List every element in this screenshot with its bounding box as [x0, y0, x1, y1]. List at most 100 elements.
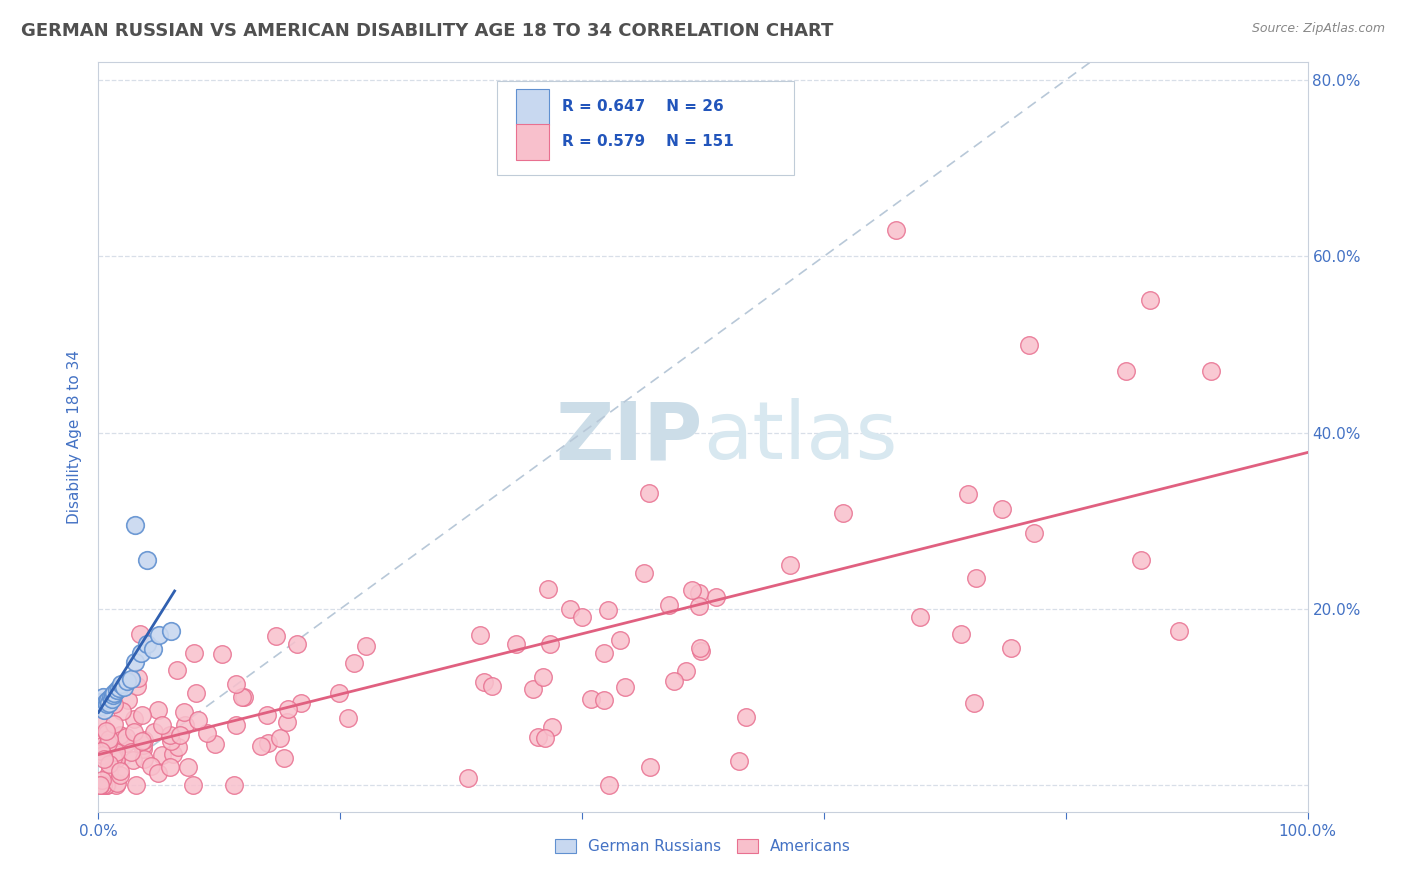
Point: [187, 713, 209, 727]
Point: [115, 731, 138, 745]
Point: [94, 723, 117, 738]
Point: [1115, 364, 1137, 378]
Point: [104, 778, 127, 792]
Point: [146, 766, 169, 780]
Point: [125, 778, 148, 792]
Point: [472, 675, 495, 690]
Point: [908, 610, 931, 624]
Point: [135, 553, 157, 567]
Point: [593, 646, 616, 660]
Point: [167, 740, 190, 755]
Point: [108, 681, 131, 696]
Point: [120, 673, 142, 687]
Point: [162, 747, 184, 761]
Point: [181, 778, 204, 792]
Point: [103, 686, 125, 700]
Point: [159, 733, 181, 747]
Point: [1022, 526, 1045, 541]
Point: [132, 738, 155, 752]
Point: [541, 720, 564, 734]
Point: [104, 747, 127, 761]
Point: [93, 752, 115, 766]
Point: [134, 732, 156, 747]
Point: [125, 679, 148, 693]
Point: [222, 778, 245, 792]
Point: [256, 708, 278, 723]
Point: [956, 487, 979, 501]
Point: [97, 693, 120, 707]
Point: [273, 750, 295, 764]
Point: [343, 657, 366, 671]
Point: [131, 741, 153, 756]
Point: [204, 737, 226, 751]
Point: [735, 710, 758, 724]
Point: [160, 624, 183, 638]
Point: [637, 486, 659, 500]
Point: [658, 598, 681, 612]
Point: [664, 674, 686, 689]
Point: [593, 693, 616, 707]
Bar: [516, 124, 550, 160]
Point: [225, 677, 247, 691]
Point: [276, 714, 298, 729]
Point: [990, 502, 1012, 516]
Point: [159, 760, 181, 774]
Point: [129, 627, 152, 641]
Point: [94, 778, 117, 792]
Point: [150, 747, 173, 762]
Point: [121, 745, 143, 759]
Point: [90, 717, 112, 731]
Point: [100, 690, 122, 705]
Text: R = 0.579    N = 151: R = 0.579 N = 151: [561, 135, 734, 149]
Point: [112, 680, 135, 694]
Point: [231, 690, 253, 704]
Point: [148, 628, 170, 642]
Point: [688, 586, 710, 600]
Point: [257, 736, 280, 750]
Point: [91, 695, 114, 709]
Point: [614, 680, 637, 694]
Point: [949, 627, 972, 641]
Point: [89, 731, 111, 746]
Point: [675, 664, 697, 678]
Point: [537, 582, 560, 597]
Point: [107, 776, 129, 790]
Point: [765, 135, 787, 149]
Point: [91, 748, 114, 763]
Point: [129, 646, 152, 660]
Point: [117, 674, 139, 689]
Point: [91, 698, 114, 713]
Point: [131, 734, 153, 748]
Point: [124, 712, 146, 726]
Text: atlas: atlas: [703, 398, 897, 476]
Point: [91, 772, 114, 787]
Point: [89, 778, 111, 792]
Point: [166, 663, 188, 677]
Point: [96, 776, 118, 790]
Point: [225, 718, 247, 732]
Point: [558, 601, 581, 615]
Point: [98, 731, 121, 746]
Point: [91, 690, 114, 705]
Point: [110, 729, 132, 743]
Point: [195, 726, 218, 740]
Point: [108, 767, 131, 781]
Point: [354, 639, 377, 653]
Point: [531, 670, 554, 684]
Point: [173, 705, 195, 719]
Point: [110, 729, 132, 743]
Point: [104, 752, 127, 766]
Point: [965, 571, 987, 585]
Text: R = 0.647    N = 26: R = 0.647 N = 26: [561, 99, 723, 114]
Point: [90, 732, 112, 747]
Legend: German Russians, Americans: German Russians, Americans: [548, 832, 858, 860]
Point: [131, 707, 153, 722]
Point: [633, 566, 655, 581]
Point: [124, 655, 146, 669]
Point: [598, 778, 620, 792]
Point: [98, 756, 121, 771]
Point: [124, 518, 146, 533]
Point: [96, 778, 118, 792]
Point: [122, 753, 145, 767]
Point: [1139, 293, 1161, 308]
